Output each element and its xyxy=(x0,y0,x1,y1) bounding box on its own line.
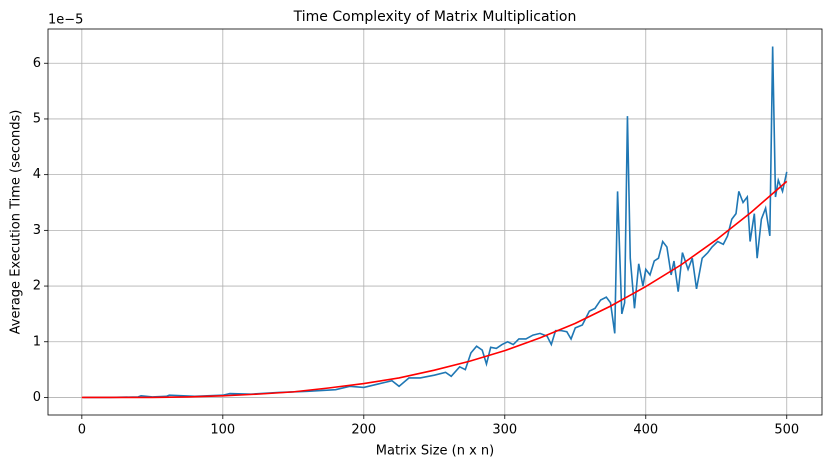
y-axis-label: Average Execution Time (seconds) xyxy=(9,110,24,335)
chart-title: Time Complexity of Matrix Multiplication xyxy=(293,9,577,25)
line xyxy=(81,180,788,399)
y-tick-label: 2 xyxy=(33,279,41,294)
x-tick-label: 500 xyxy=(774,423,799,438)
plot-frame xyxy=(47,28,823,416)
x-tick-label: 0 xyxy=(78,423,86,438)
y-tick-label: 4 xyxy=(33,167,41,182)
x-axis-label: Matrix Size (n x n) xyxy=(376,444,494,459)
y-offset-label: 1e−5 xyxy=(48,13,83,28)
x-tick-label: 100 xyxy=(210,423,235,438)
x-tick-label: 300 xyxy=(492,423,517,438)
y-tick-label: 1 xyxy=(33,334,41,349)
y-tick-label: 5 xyxy=(33,111,41,126)
x-tick-label: 200 xyxy=(351,423,376,438)
y-tick-label: 6 xyxy=(33,56,41,71)
line xyxy=(83,46,788,399)
y-tick-label: 0 xyxy=(33,390,41,405)
x-tick-label: 400 xyxy=(633,423,658,438)
y-tick-label: 3 xyxy=(33,223,41,238)
